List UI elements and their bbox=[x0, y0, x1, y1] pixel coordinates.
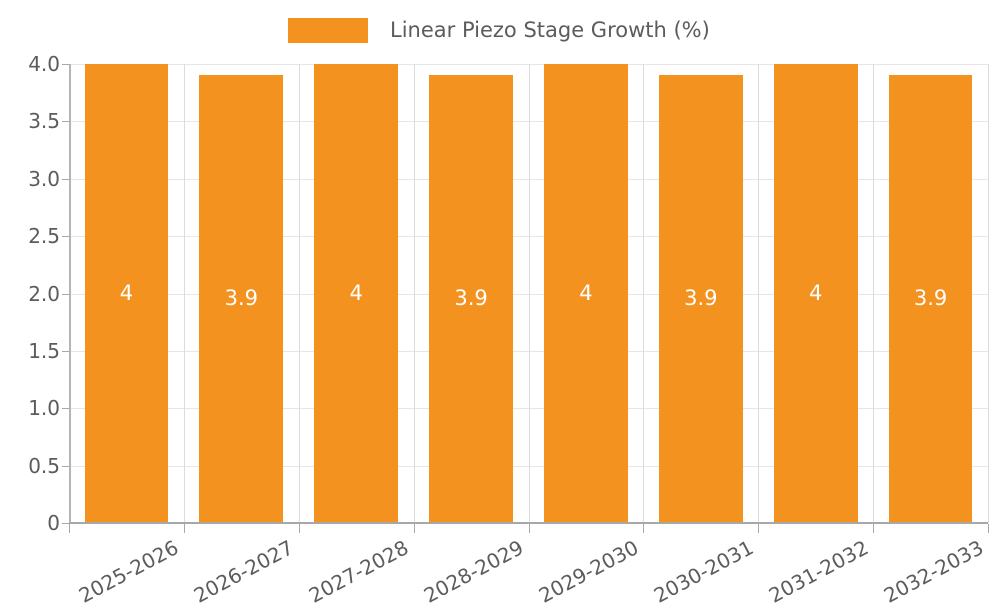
y-axis-tick-label: 4.0 bbox=[28, 52, 60, 76]
legend-swatch-linear-piezo-stage-growth bbox=[288, 17, 368, 43]
x-axis-tick-mark bbox=[873, 524, 874, 533]
gridline-horizontal bbox=[69, 178, 988, 180]
x-axis-tick-mark bbox=[414, 524, 415, 533]
gridline-horizontal bbox=[69, 465, 988, 467]
bar-value-label: 3.9 bbox=[684, 286, 718, 311]
gridline-horizontal bbox=[69, 236, 988, 238]
gridline-vertical bbox=[643, 64, 644, 523]
y-axis-tick-mark bbox=[62, 178, 69, 180]
bar[interactable]: 3.9 bbox=[199, 75, 284, 523]
y-axis-tick-label: 2.5 bbox=[28, 224, 60, 249]
bar-value-label: 4 bbox=[119, 280, 134, 305]
x-axis-tick-label: 2026-2027 bbox=[190, 535, 298, 608]
x-axis-tick-mark bbox=[184, 524, 185, 533]
x-axis-tick-label: 2032-2033 bbox=[879, 535, 987, 608]
x-axis-tick-label: 2031-2032 bbox=[764, 535, 873, 608]
y-axis-tick-mark bbox=[62, 465, 69, 467]
y-axis-tick-label: 1.0 bbox=[28, 396, 60, 421]
bar-value-label: 4 bbox=[349, 280, 363, 305]
bar[interactable]: 4 bbox=[314, 64, 399, 523]
y-axis-tick-label: 2.0 bbox=[28, 281, 60, 306]
x-axis-tick-mark bbox=[643, 524, 644, 533]
gridline-vertical bbox=[758, 64, 759, 523]
y-axis-tick-mark bbox=[62, 350, 69, 352]
x-axis-line bbox=[69, 522, 988, 524]
gridline-vertical bbox=[988, 64, 989, 523]
bar-value-label: 4 bbox=[808, 280, 823, 305]
y-axis-tick-mark bbox=[62, 121, 69, 123]
bar[interactable]: 3.9 bbox=[658, 75, 743, 523]
y-axis-tick-label: 0 bbox=[47, 511, 60, 535]
y-axis-tick-labels: 0 0.5 1.0 1.5 2.0 2.5 3.0 3.5 4.0 bbox=[0, 0, 60, 600]
y-axis-tick-label: 3.5 bbox=[28, 109, 60, 134]
gridline-vertical bbox=[529, 64, 530, 523]
bar[interactable]: 3.9 bbox=[429, 75, 513, 523]
y-axis-line bbox=[69, 64, 71, 523]
bar[interactable]: 4 bbox=[773, 64, 858, 523]
bar-value-label: 3.9 bbox=[913, 286, 948, 311]
x-axis-tick-label: 2029-2030 bbox=[534, 535, 643, 608]
x-axis-tick-mark bbox=[69, 524, 70, 533]
y-axis-tick-label: 1.5 bbox=[28, 338, 60, 363]
bar-value-label: 3.9 bbox=[454, 286, 488, 311]
gridline-horizontal bbox=[69, 293, 988, 295]
x-axis-tick-label: 2030-2031 bbox=[649, 535, 758, 608]
bar[interactable]: 4 bbox=[84, 64, 169, 523]
x-axis-tick-mark bbox=[758, 524, 759, 533]
x-axis-tick-label: 2028-2029 bbox=[419, 535, 528, 608]
plot-area: 4 3.9 4 3.9 4 3.9 4 3.9 bbox=[69, 64, 989, 524]
x-axis-tick-mark bbox=[988, 524, 989, 533]
gridline-horizontal bbox=[69, 408, 988, 410]
y-axis-tick-mark bbox=[62, 408, 69, 410]
x-axis-tick-mark bbox=[299, 524, 300, 533]
gridline-horizontal bbox=[69, 64, 988, 65]
gridline-vertical bbox=[873, 64, 874, 523]
y-axis-tick-mark bbox=[62, 236, 69, 238]
y-axis-tick-label: 3.0 bbox=[28, 166, 60, 191]
legend-label-linear-piezo-stage-growth: Linear Piezo Stage Growth (%) bbox=[390, 17, 710, 42]
gridline-vertical bbox=[414, 64, 415, 523]
y-axis-tick-mark bbox=[62, 523, 69, 524]
gridline-vertical bbox=[299, 64, 300, 523]
y-axis-tick-mark bbox=[62, 293, 69, 295]
bar-value-label: 4 bbox=[579, 280, 593, 305]
bar[interactable]: 3.9 bbox=[888, 75, 973, 523]
y-axis-tick-label: 0.5 bbox=[28, 453, 60, 478]
gridline-horizontal bbox=[69, 121, 988, 123]
x-axis-tick-label: 2027-2028 bbox=[304, 535, 413, 608]
gridline-vertical bbox=[184, 64, 185, 523]
bar-value-label: 3.9 bbox=[224, 286, 258, 311]
x-axis-tick-mark bbox=[529, 524, 530, 533]
gridline-horizontal bbox=[69, 350, 988, 352]
x-axis-tick-label: 2025-2026 bbox=[75, 535, 183, 608]
bar[interactable]: 4 bbox=[544, 64, 628, 523]
chart-legend: Linear Piezo Stage Growth (%) bbox=[288, 16, 710, 44]
y-axis-tick-mark bbox=[62, 64, 69, 65]
